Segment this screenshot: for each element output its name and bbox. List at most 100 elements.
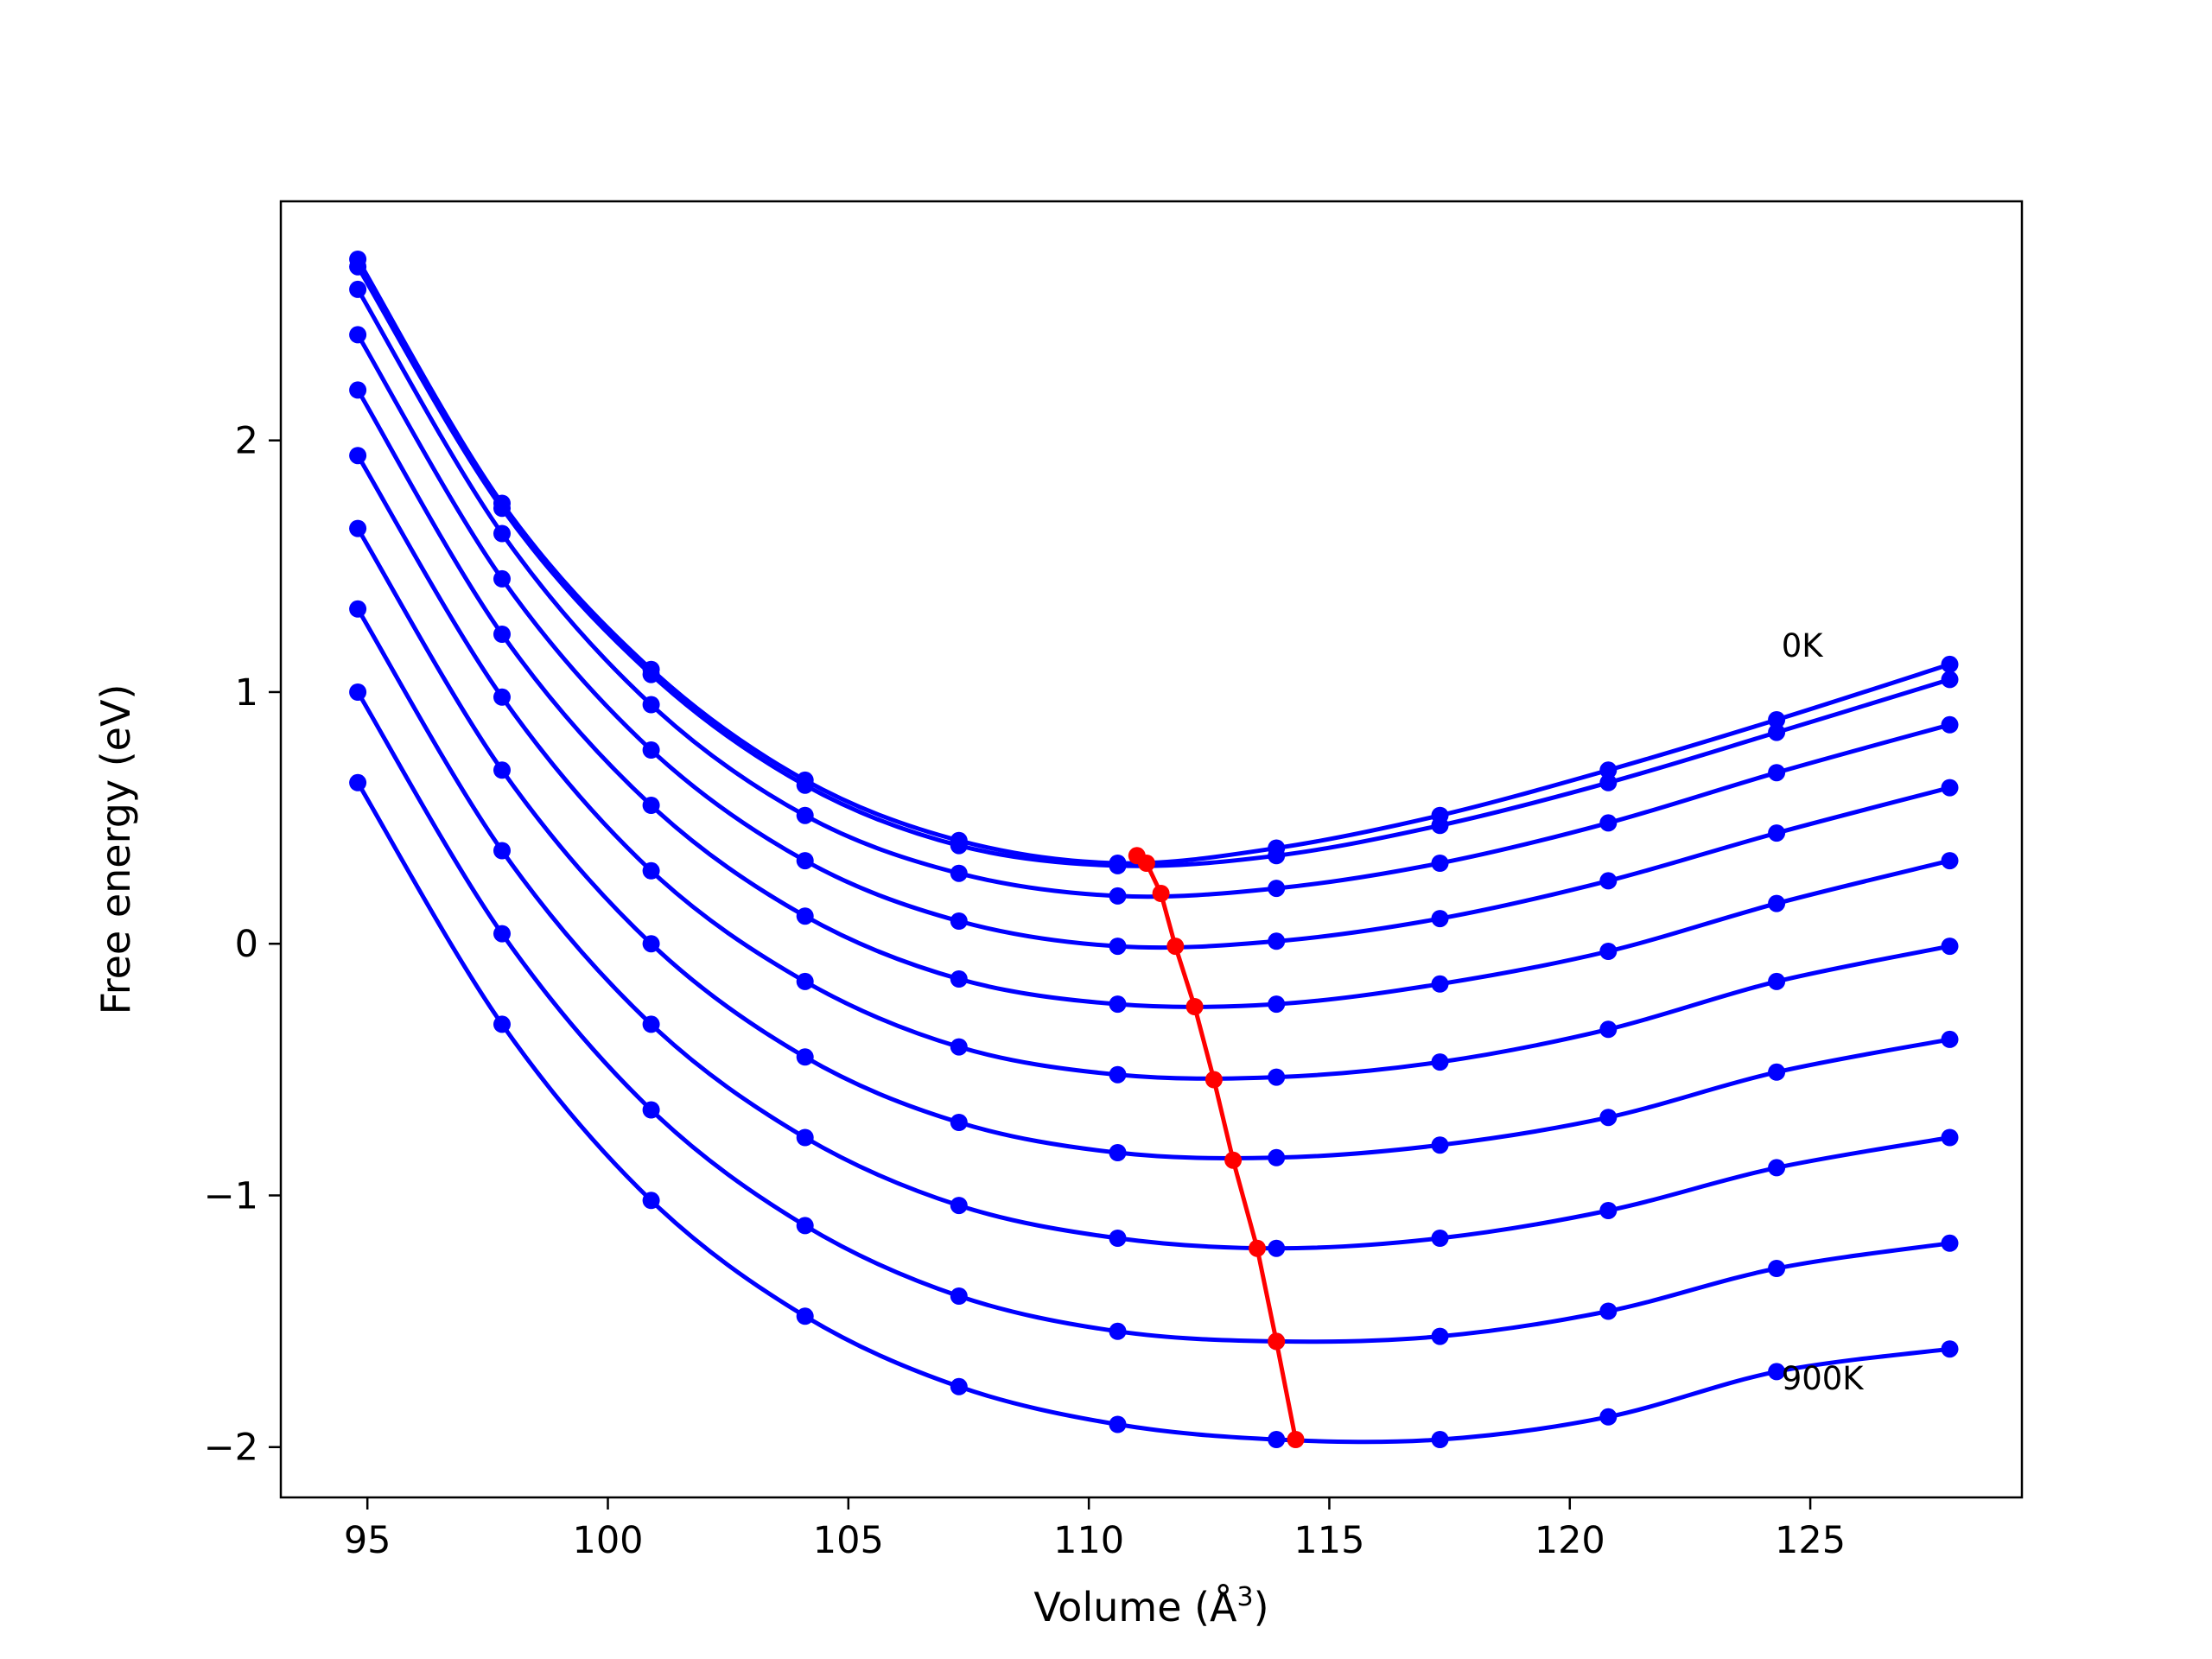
- minimum-point: [1249, 1239, 1266, 1257]
- data-point: [796, 852, 814, 870]
- x-tick-label: 115: [1294, 1519, 1364, 1562]
- data-point: [642, 1101, 660, 1119]
- data-point: [1599, 943, 1618, 960]
- data-point: [1768, 723, 1786, 741]
- data-point: [642, 935, 660, 953]
- x-tick-label: 100: [572, 1519, 643, 1562]
- data-point: [493, 842, 511, 860]
- data-point: [1268, 1431, 1286, 1448]
- data-point: [1768, 894, 1786, 912]
- data-point: [1268, 847, 1286, 865]
- minimum-point: [1224, 1151, 1243, 1169]
- curve-annotation-0: 0K: [1782, 627, 1825, 664]
- data-point: [1768, 824, 1786, 842]
- data-point: [950, 1287, 968, 1305]
- data-point: [796, 806, 814, 824]
- minima-line: [1135, 854, 1298, 1440]
- data-point: [1599, 1202, 1618, 1219]
- data-point: [642, 741, 660, 759]
- data-point: [493, 626, 511, 643]
- data-point: [349, 381, 367, 399]
- data-point: [349, 773, 367, 791]
- isotherm-curve-8: [355, 690, 1950, 1344]
- data-point: [493, 761, 511, 779]
- data-point: [349, 257, 367, 276]
- data-point: [1268, 1068, 1286, 1086]
- curve-annotation-1: 900K: [1782, 1360, 1866, 1397]
- isotherm-curve-6: [355, 527, 1950, 1160]
- data-point: [349, 326, 367, 344]
- data-point: [796, 1307, 814, 1325]
- curves-layer: [349, 251, 1959, 1448]
- minimum-point: [1185, 998, 1204, 1015]
- minimum-point: [1287, 1431, 1305, 1448]
- data-point: [493, 688, 511, 706]
- data-point: [1768, 1363, 1786, 1381]
- data-point: [1941, 1340, 1959, 1358]
- isotherm-curve-5: [355, 454, 1950, 1081]
- data-point: [1431, 1230, 1449, 1247]
- y-tick-label: −1: [204, 1174, 258, 1217]
- data-point: [1941, 1234, 1959, 1252]
- data-point: [796, 907, 814, 925]
- data-point: [349, 280, 367, 298]
- data-point: [1599, 1408, 1618, 1426]
- y-tick-label: 1: [235, 671, 258, 715]
- minimum-point: [1137, 855, 1155, 872]
- data-point: [1768, 764, 1786, 782]
- data-point: [1768, 1260, 1786, 1277]
- minimum-point: [1166, 938, 1185, 956]
- data-point: [1941, 655, 1959, 673]
- data-point: [1599, 1109, 1618, 1127]
- data-point: [349, 600, 367, 618]
- data-point: [1268, 932, 1286, 950]
- data-point: [950, 1197, 968, 1215]
- data-point: [1431, 1327, 1449, 1345]
- data-point: [1941, 715, 1959, 734]
- minima-layer: [1128, 847, 1305, 1448]
- data-point: [493, 569, 511, 588]
- data-point: [1109, 995, 1127, 1014]
- x-tick-label: 105: [813, 1519, 884, 1562]
- data-point: [1941, 1030, 1959, 1048]
- minimum-point: [1268, 1332, 1286, 1351]
- y-tick-label: 0: [235, 923, 258, 966]
- data-point: [1109, 1144, 1127, 1161]
- data-point: [1109, 1065, 1127, 1084]
- x-tick-label: 110: [1053, 1519, 1124, 1562]
- data-point: [349, 683, 367, 701]
- data-point: [1941, 1128, 1959, 1147]
- data-point: [1941, 779, 1959, 797]
- data-point: [950, 1377, 968, 1395]
- data-point: [1268, 1239, 1286, 1257]
- data-point: [1599, 872, 1618, 890]
- data-point: [493, 499, 511, 518]
- data-point: [796, 972, 814, 990]
- data-point: [1599, 1302, 1618, 1320]
- isotherm-curve-9: [355, 781, 1950, 1445]
- data-point: [642, 1015, 660, 1033]
- data-point: [1431, 1431, 1449, 1448]
- data-point: [1768, 972, 1786, 990]
- data-point: [1941, 938, 1959, 956]
- data-point: [950, 1038, 968, 1056]
- data-point: [1431, 910, 1449, 928]
- data-point: [1768, 711, 1786, 728]
- x-tick-label: 120: [1535, 1519, 1605, 1562]
- axes-frame: [279, 200, 2024, 1499]
- data-point: [1599, 761, 1618, 779]
- data-point: [1599, 1020, 1618, 1039]
- data-point: [796, 1128, 814, 1147]
- data-point: [642, 861, 660, 880]
- minimum-point: [1152, 885, 1170, 902]
- isotherm-curve-2: [355, 288, 1951, 899]
- annotations-layer: 0K 900K: [1782, 627, 1866, 1397]
- data-point: [1941, 852, 1959, 870]
- data-point: [493, 524, 511, 543]
- data-point: [1109, 1230, 1127, 1247]
- data-point: [1268, 995, 1286, 1014]
- data-point: [1109, 856, 1127, 874]
- data-point: [1268, 1148, 1286, 1166]
- data-point: [950, 970, 968, 988]
